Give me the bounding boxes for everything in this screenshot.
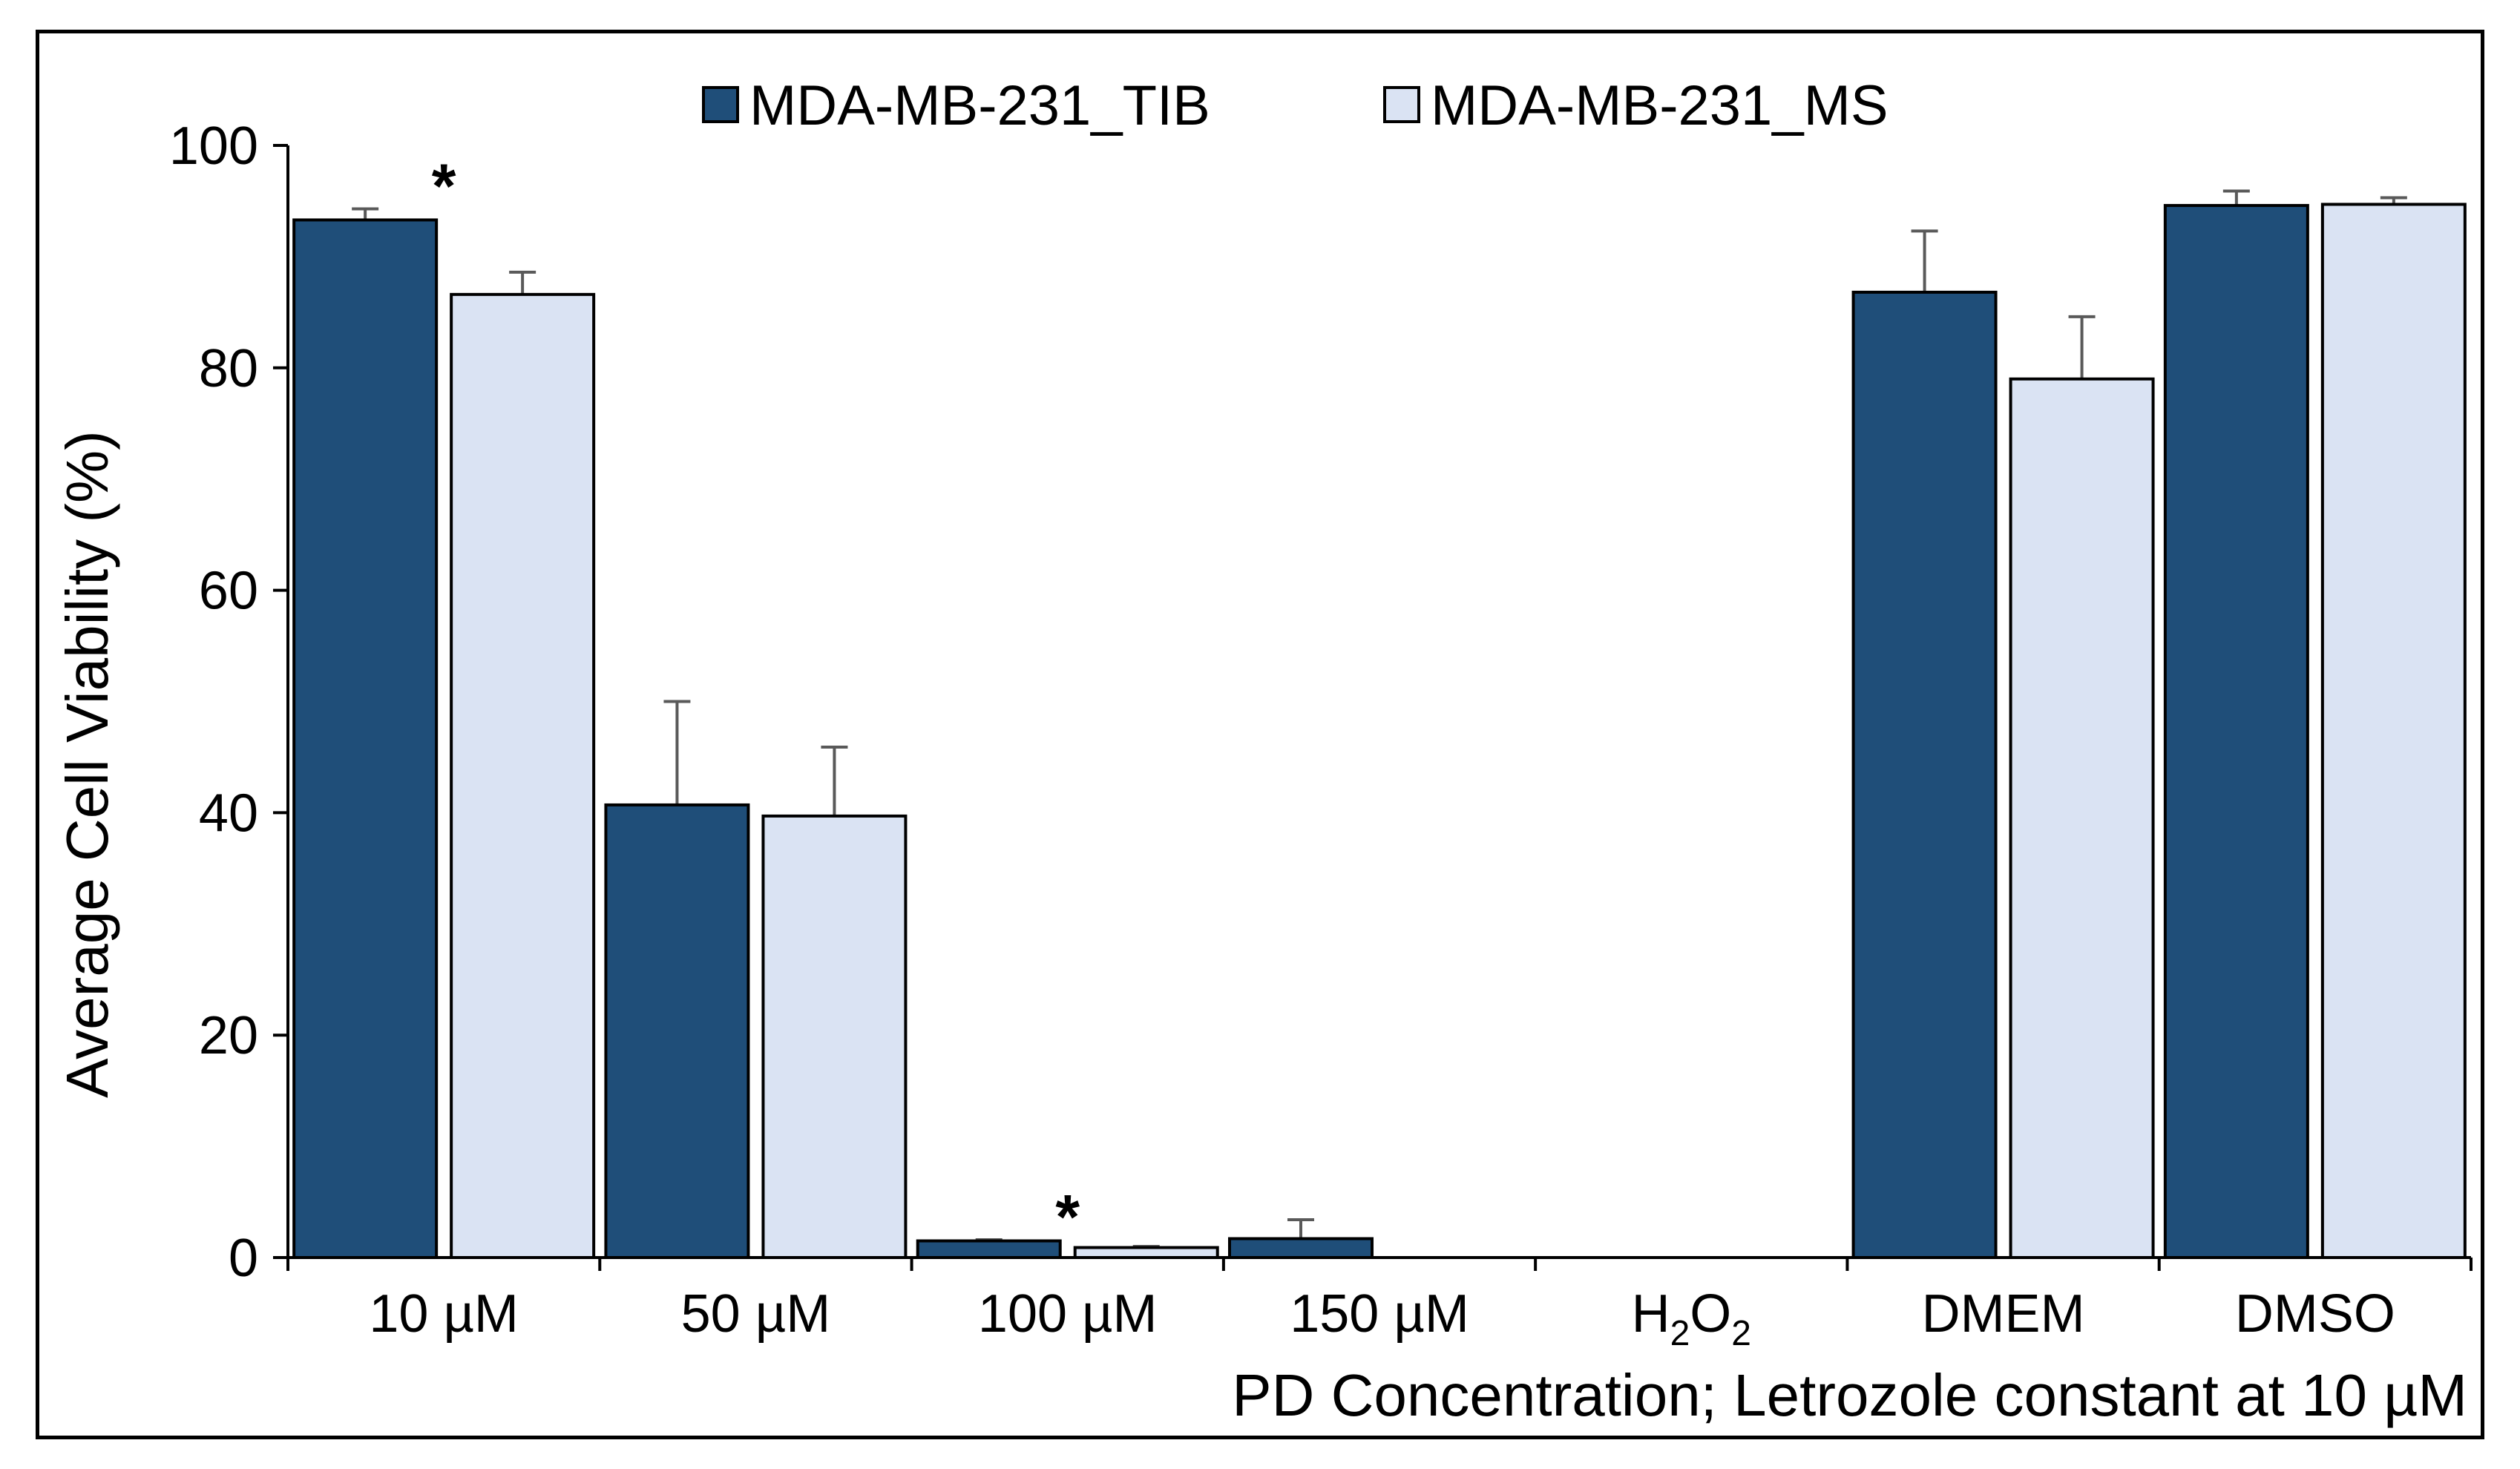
bar-tib-6 [2163, 203, 2309, 1259]
y-tick-label-80: 80 [199, 339, 258, 398]
y-tick-labels: 0 20 40 60 80 100 [169, 116, 258, 1288]
legend-swatch-ms [1383, 86, 1420, 123]
x-tick-label-1: 50 µM [681, 1284, 831, 1344]
bar-ms-1 [761, 814, 908, 1259]
x-axis-title: PD Concentration; Letrozole constant at … [1232, 1362, 2467, 1428]
bar-tib-5 [1851, 290, 1998, 1259]
significance-marks: ** [432, 151, 1080, 1252]
significance-mark-1: * [1055, 1182, 1080, 1252]
legend-label-ms: MDA-MB-231_MS [1431, 74, 1889, 137]
y-tick-label-40: 40 [199, 783, 258, 843]
y-tick-label-100: 100 [169, 116, 258, 176]
x-tick-label-3: 150 µM [1290, 1284, 1469, 1344]
bars [292, 203, 2467, 1260]
legend: MDA-MB-231_TIB MDA-MB-231_MS [702, 74, 1889, 137]
y-tick-label-20: 20 [199, 1006, 258, 1065]
y-tick-label-60: 60 [199, 562, 258, 621]
bar-tib-2 [916, 1239, 1062, 1260]
y-tick-label-0: 0 [229, 1229, 258, 1288]
bar-tib-1 [604, 803, 750, 1259]
bar-tib-3 [1228, 1237, 1374, 1259]
axes [273, 144, 2473, 1271]
legend-swatch-tib [702, 86, 739, 123]
bar-ms-6 [2320, 203, 2467, 1259]
significance-mark-0: * [432, 151, 456, 220]
legend-label-tib: MDA-MB-231_TIB [749, 74, 1210, 137]
x-tick-label-2: 100 µM [978, 1284, 1158, 1344]
x-tick-label-4: H2O2 [1632, 1284, 1751, 1353]
x-tick-labels: 10 µM 50 µM 100 µM 150 µM H2O2 DMEM DMSO [369, 1284, 2395, 1353]
bar-ms-5 [2009, 377, 2155, 1259]
y-axis-title: Average Cell Viability (%) [54, 430, 120, 1098]
bar-ms-0 [450, 292, 596, 1260]
x-tick-label-5: DMEM [1922, 1284, 2085, 1344]
bar-ms-2 [1073, 1246, 1219, 1260]
x-tick-label-6: DMSO [2235, 1284, 2395, 1344]
bar-tib-0 [292, 218, 439, 1260]
x-tick-label-0: 10 µM [369, 1284, 519, 1344]
